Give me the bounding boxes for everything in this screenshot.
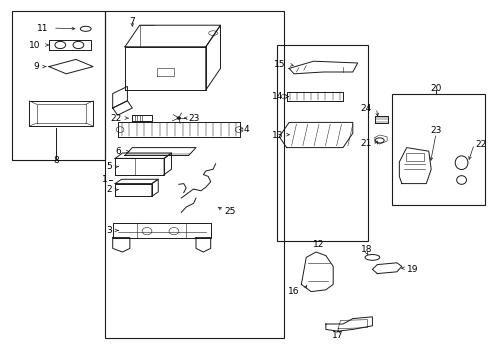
Circle shape (177, 117, 181, 120)
Text: 16: 16 (289, 287, 300, 296)
Text: 9: 9 (33, 62, 39, 71)
Text: 19: 19 (407, 265, 418, 274)
Text: 20: 20 (430, 84, 442, 93)
Text: 25: 25 (224, 207, 236, 216)
Text: 11: 11 (37, 23, 48, 32)
Text: 8: 8 (53, 156, 59, 165)
Text: 18: 18 (361, 245, 372, 253)
Bar (12, 11, 105, 160)
Text: 10: 10 (29, 40, 40, 49)
Text: 22: 22 (475, 140, 487, 149)
Text: 3: 3 (106, 226, 112, 235)
Bar (105, 11, 284, 338)
Bar (277, 45, 368, 241)
Text: 22: 22 (110, 113, 122, 122)
Text: 5: 5 (106, 162, 112, 171)
Text: 7: 7 (129, 17, 135, 26)
Text: 24: 24 (361, 104, 372, 112)
Text: 6: 6 (116, 147, 122, 156)
Text: 17: 17 (332, 331, 344, 340)
Text: 12: 12 (313, 240, 324, 249)
Text: 13: 13 (272, 130, 283, 139)
Bar (392, 94, 485, 205)
Text: 15: 15 (274, 60, 286, 69)
Text: 21: 21 (361, 139, 372, 148)
Bar (406, 153, 424, 161)
Text: 1: 1 (102, 175, 108, 184)
Text: 14: 14 (272, 92, 283, 101)
Text: 2: 2 (106, 185, 112, 194)
Text: 23: 23 (430, 126, 442, 135)
Text: 4: 4 (244, 125, 249, 134)
Text: 23: 23 (189, 113, 200, 122)
